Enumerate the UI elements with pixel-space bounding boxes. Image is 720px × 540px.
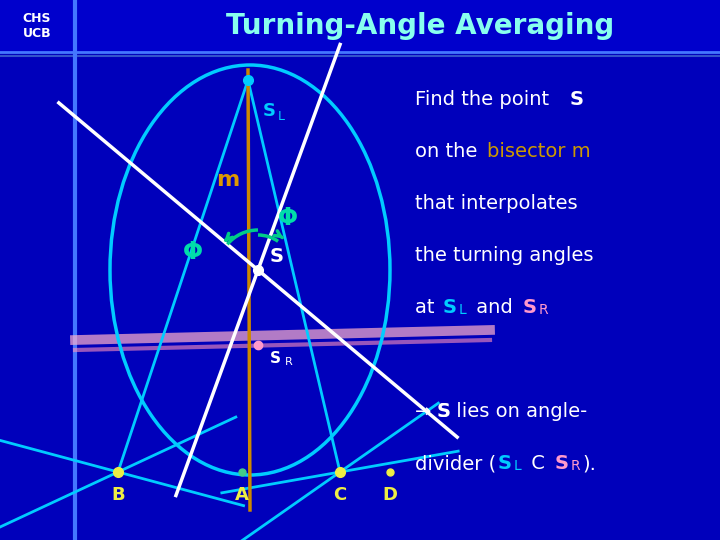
Text: S: S <box>555 454 569 473</box>
Text: S: S <box>570 90 584 109</box>
Text: and: and <box>470 298 519 317</box>
Text: m: m <box>217 170 240 190</box>
Text: Turning-Angle Averaging: Turning-Angle Averaging <box>226 12 614 40</box>
Text: R: R <box>285 357 293 367</box>
Text: D: D <box>382 486 397 504</box>
Text: that interpolates: that interpolates <box>415 194 577 213</box>
Text: Φ: Φ <box>183 240 203 264</box>
Text: CHS
UCB: CHS UCB <box>23 12 51 40</box>
Text: L: L <box>459 303 467 317</box>
Text: R: R <box>571 459 580 473</box>
Text: L: L <box>514 459 522 473</box>
Text: L: L <box>278 110 285 123</box>
Text: S: S <box>270 247 284 266</box>
Text: the turning angles: the turning angles <box>415 246 593 265</box>
Text: Find the point: Find the point <box>415 90 555 109</box>
Text: Φ: Φ <box>278 206 298 230</box>
Text: C: C <box>525 454 551 473</box>
Text: → S lies on angle-: → S lies on angle- <box>415 402 588 421</box>
Bar <box>0 0 720 52</box>
Text: C: C <box>333 486 346 504</box>
Text: divider (: divider ( <box>415 454 496 473</box>
Text: S: S <box>443 298 457 317</box>
Text: at: at <box>415 298 441 317</box>
Text: ).: ). <box>582 454 596 473</box>
Text: S: S <box>270 351 281 366</box>
Text: on the: on the <box>415 142 484 161</box>
Text: S: S <box>263 102 276 120</box>
Text: S: S <box>523 298 537 317</box>
Text: bisector m: bisector m <box>487 142 590 161</box>
Text: B: B <box>111 486 125 504</box>
Text: A: A <box>235 486 249 504</box>
Text: S: S <box>437 402 451 421</box>
Text: S: S <box>498 454 512 473</box>
Text: R: R <box>539 303 549 317</box>
